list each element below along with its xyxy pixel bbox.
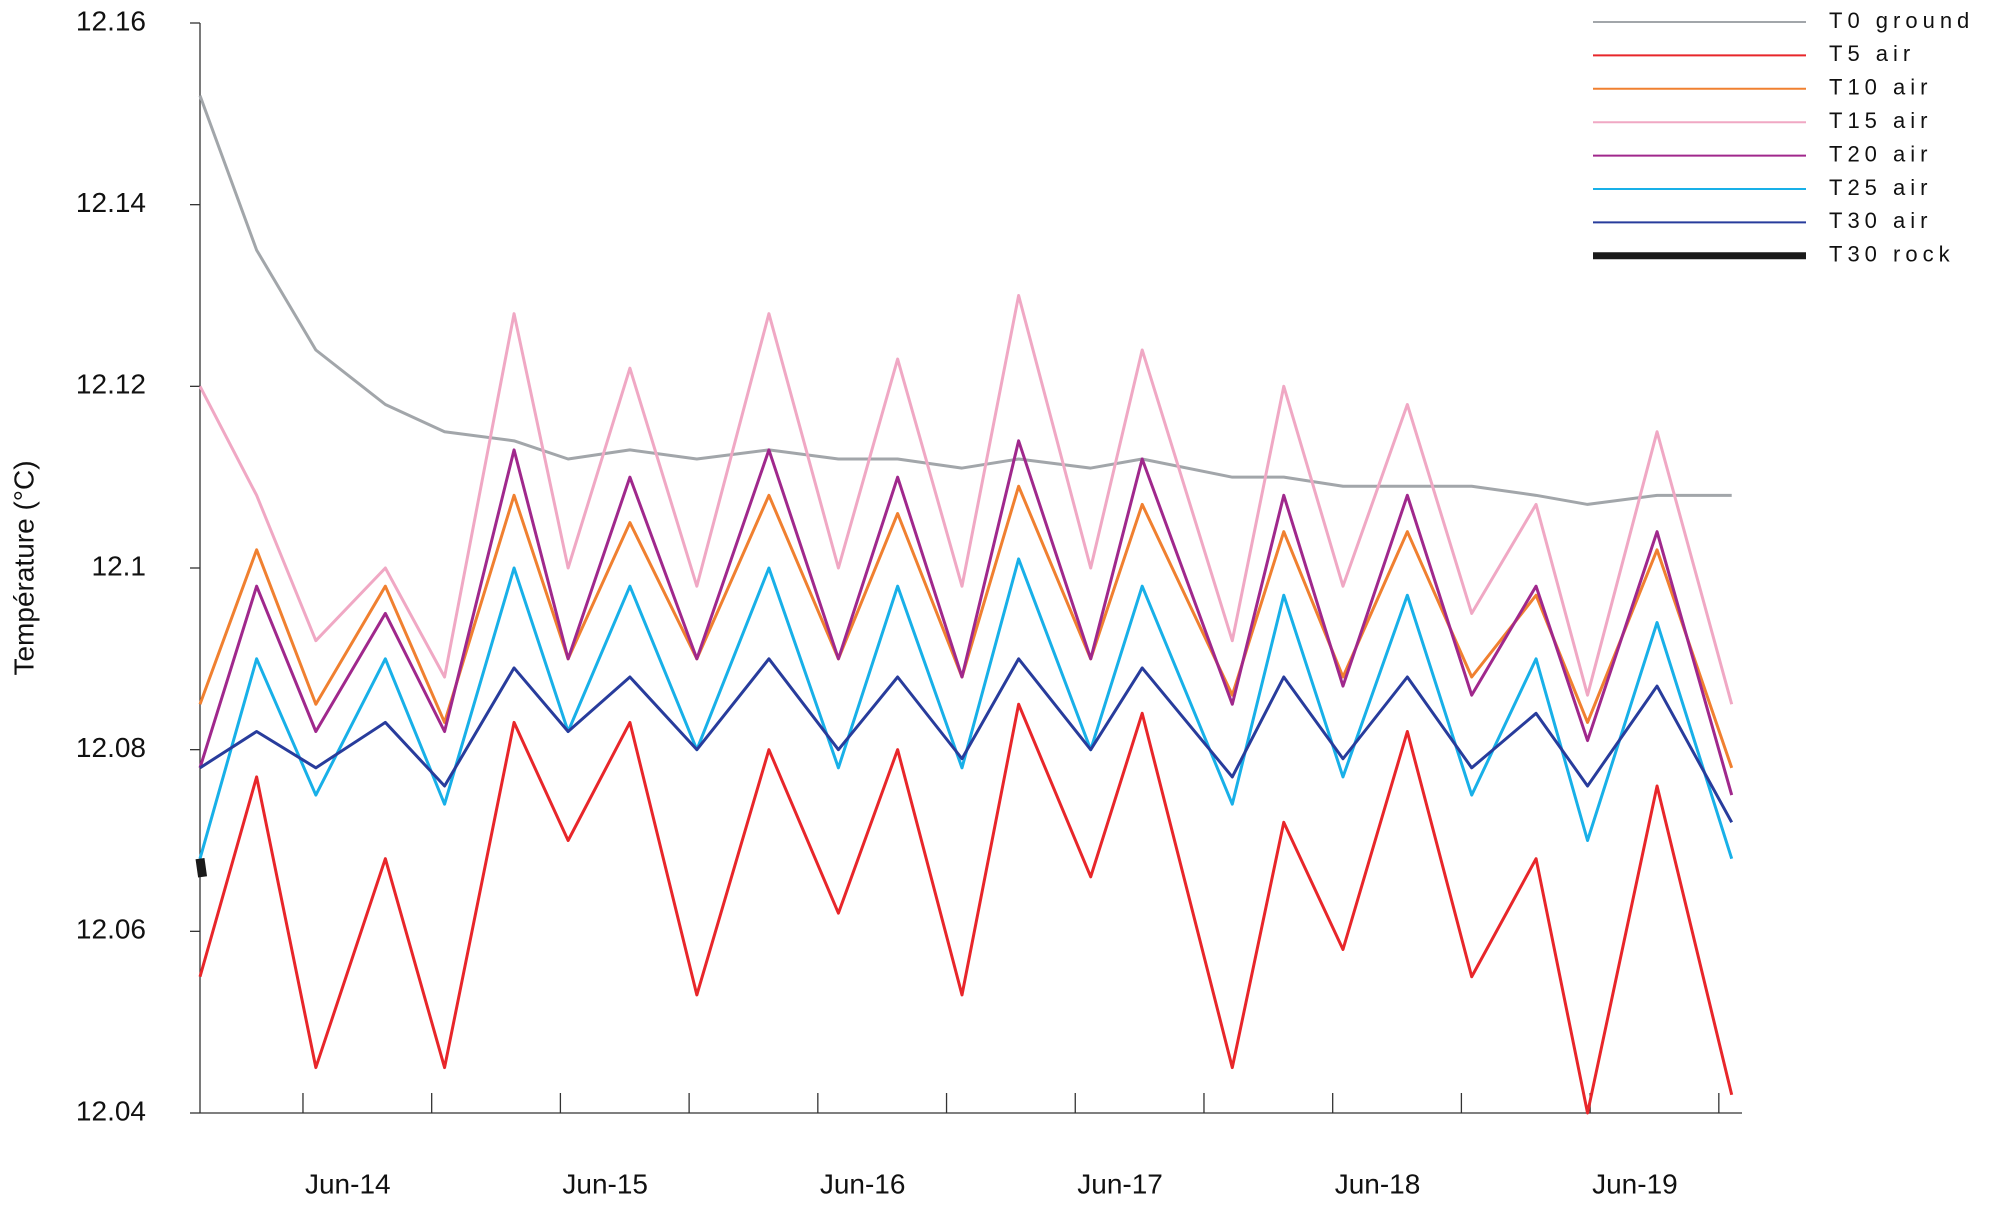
- x-tick-label: Jun-15: [562, 1168, 648, 1199]
- series-line: [198, 294, 1734, 705]
- x-tick-label: Jun-16: [820, 1168, 906, 1199]
- y-tick-label: 12.04: [76, 1095, 146, 1126]
- x-tick-label: Jun-14: [305, 1168, 391, 1199]
- legend-label: T5 air: [1829, 41, 1915, 66]
- legend-label: T30 air: [1829, 208, 1932, 233]
- legend-label: T25 air: [1829, 175, 1932, 200]
- series-line: [199, 657, 1734, 824]
- y-tick-label: 12.12: [76, 369, 146, 400]
- legend-label: T20 air: [1829, 141, 1932, 166]
- series-line: [198, 439, 1734, 796]
- y-tick-label: 12.08: [76, 732, 146, 763]
- series-line: [198, 702, 1734, 1115]
- series-line: [198, 557, 1734, 860]
- series-line: [195, 858, 208, 878]
- y-tick-label: 12.06: [76, 914, 146, 945]
- x-tick-label: Jun-18: [1335, 1168, 1421, 1199]
- y-tick-label: 12.16: [76, 5, 146, 36]
- series-line: [198, 484, 1734, 769]
- legend-label: T15 air: [1829, 108, 1932, 133]
- legend-label: T10 air: [1829, 75, 1932, 100]
- x-tick-label: Jun-17: [1077, 1168, 1163, 1199]
- legend-label: T30 rock: [1829, 242, 1955, 267]
- x-tick-label: Jun-19: [1592, 1168, 1678, 1199]
- legend-label: T0 ground: [1829, 8, 1974, 33]
- y-axis-title: Température (°C): [8, 460, 39, 675]
- y-tick-label: 12.1: [92, 550, 147, 581]
- series-line: [198, 95, 1732, 506]
- y-tick-label: 12.14: [76, 187, 146, 218]
